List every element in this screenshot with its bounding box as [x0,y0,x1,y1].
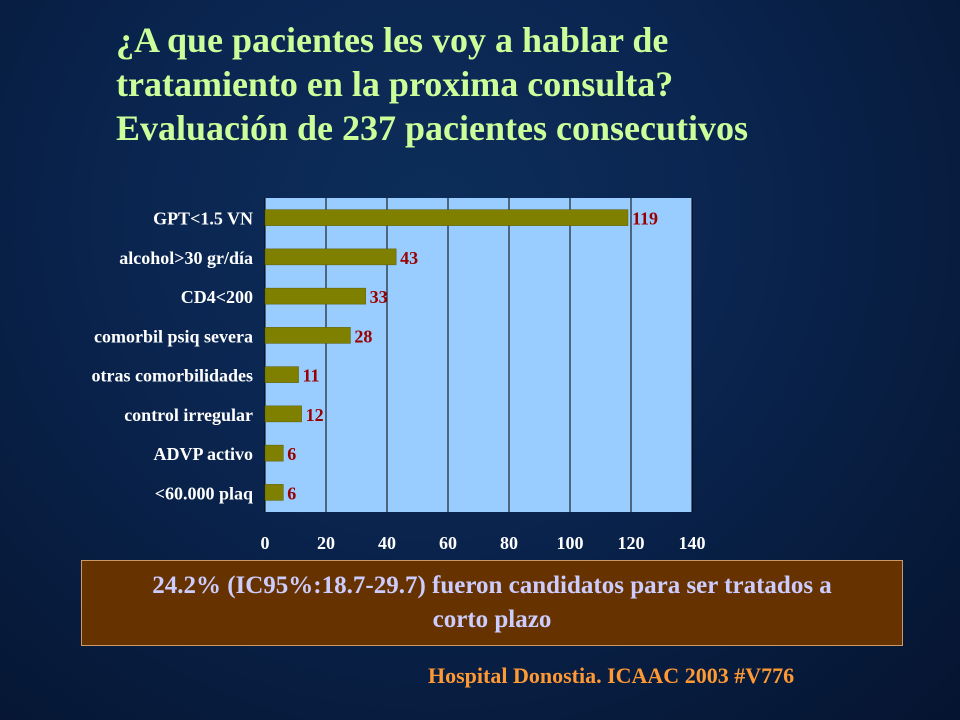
value-label: 6 [287,483,296,503]
x-tick-label: 0 [261,533,270,553]
bar-chart: GPT<1.5 VN 119 alcohol>30 gr/día 43 CD4<200 3… [92,198,706,553]
footer-source: Hospital Donostia. ICAAC 2003 #V776 [428,663,795,688]
bar [264,366,299,383]
x-tick-label: 100 [557,533,584,553]
category-label: otras comorbilidades [92,366,254,386]
x-tick-label: 60 [439,533,457,553]
bar [264,287,366,305]
slide-title: ¿A que pacientes les voy a hablar de tra… [116,18,936,150]
value-label: 33 [370,287,388,307]
category-label: <60.000 plaq [155,483,253,503]
x-tick-label: 120 [618,533,645,553]
category-label: alcohol>30 gr/día [119,248,253,268]
title-line-3: Evaluación de 237 pacientes consecutivos [116,108,749,148]
bar [264,248,397,266]
title-line-1: ¿A que pacientes les voy a hablar de [116,20,669,60]
category-label: ADVP activo [154,444,253,464]
value-label: 43 [400,248,418,268]
x-tick-label: 20 [317,533,335,553]
x-tick-label: 40 [378,533,396,553]
bar [264,327,351,344]
bar [264,209,629,226]
value-label: 12 [306,405,324,425]
value-label: 28 [354,326,372,346]
bar [264,444,284,462]
category-label: CD4<200 [181,287,253,307]
category-label: control irregular [124,405,253,425]
title-line-2: tratamiento en la proxima consulta? [116,64,674,104]
summary-text: 24.2% (IC95%:18.7-29.7) fueron candidato… [152,572,832,633]
plot-area [265,198,692,512]
value-label: 11 [303,366,320,386]
x-tick-label: 140 [679,533,706,553]
x-tick-label: 80 [500,533,518,553]
bar [264,405,302,423]
bar [264,484,284,501]
summary-box: 24.2% (IC95%:18.7-29.7) fueron candidato… [81,560,903,646]
category-label: comorbil psiq severa [94,326,253,346]
value-label: 119 [632,209,658,229]
category-label: GPT<1.5 VN [153,209,253,229]
value-label: 6 [287,444,296,464]
